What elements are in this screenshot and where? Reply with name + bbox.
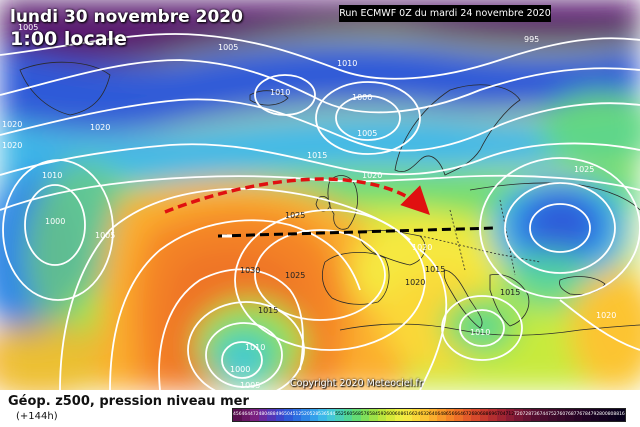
isobar-label: 1015 — [307, 151, 327, 160]
color-scale-cell: 568 — [352, 409, 361, 421]
isobar-label: 1020 — [362, 171, 382, 180]
forecast-date-title: lundi 30 novembre 2020 — [10, 7, 243, 27]
color-scale-cell: 576 — [360, 409, 370, 421]
color-scale-cell: 640 — [428, 409, 438, 421]
isobar-labels: 1005 1010 1010 1005 1000 995 1020 1020 1… — [2, 23, 616, 390]
color-scale-cell: 680 — [471, 409, 480, 421]
isobar-label: 1005 — [240, 381, 260, 390]
color-scale-cell: 584 — [369, 409, 378, 421]
isobar-label: 1020 — [2, 141, 22, 150]
color-scale-cell: 504 — [284, 409, 293, 421]
color-scale-cell: 816 — [616, 409, 625, 421]
isobar-label: 1030 — [240, 266, 260, 275]
color-scale-cell: 520 — [301, 409, 310, 421]
map-legend-title: Géop. z500, pression niveau mer — [8, 394, 249, 409]
copyright-text: Copyright 2020 Meteociel.fr — [290, 378, 423, 389]
color-scale-cell: 720 — [514, 409, 523, 421]
color-scale-cell: 528 — [309, 409, 319, 421]
color-scale-cell: 544 — [326, 409, 336, 421]
color-scale-cell: 648 — [437, 409, 446, 421]
color-scale-cell: 656 — [445, 409, 455, 421]
color-scale-cell: 456 — [233, 409, 242, 421]
isobar-label: 1010 — [245, 343, 265, 352]
color-scale-cell: 536 — [318, 409, 327, 421]
color-scale-cell: 736 — [531, 409, 540, 421]
color-scale-cell: 496 — [275, 409, 285, 421]
color-scale-cell: 672 — [462, 409, 472, 421]
isobar-label: 1015 — [500, 288, 520, 297]
color-scale-cell: 752 — [548, 409, 557, 421]
color-scale-cell: 664 — [454, 409, 463, 421]
color-scale-cell: 616 — [403, 409, 412, 421]
isobar-label: 1005 — [357, 129, 377, 138]
color-scale-cell: 728 — [522, 409, 532, 421]
isobar-label: 1025 — [285, 211, 305, 220]
color-scale-cell: 768 — [565, 409, 574, 421]
isobar-label: 1020 — [596, 311, 616, 320]
color-scale-cell: 808 — [607, 409, 617, 421]
isobar-label: 1005 — [218, 43, 238, 52]
isobar-label: 1010 — [470, 328, 490, 337]
isobar-label: 1015 — [258, 306, 278, 315]
color-scale-cell: 744 — [539, 409, 549, 421]
color-scale-cell: 560 — [343, 409, 353, 421]
isobar-label: 995 — [524, 35, 539, 44]
color-scale-cell: 696 — [488, 409, 497, 421]
isobar-label: 1005 — [18, 23, 38, 32]
color-scale-cell: 512 — [292, 409, 302, 421]
color-scale-cell: 480 — [258, 409, 268, 421]
isobar-label: 1010 — [337, 59, 357, 68]
isobar-label: 1000 — [230, 365, 250, 374]
isobar-label: 1000 — [352, 93, 372, 102]
color-scale-cell: 592 — [377, 409, 387, 421]
isobar-label: 1010 — [42, 171, 62, 180]
weather-map: 1005 1010 1010 1005 1000 995 1020 1020 1… — [0, 0, 640, 390]
color-scale-cell: 488 — [267, 409, 276, 421]
color-scale-cell: 632 — [420, 409, 429, 421]
isobar-label: 1025 — [574, 165, 594, 174]
isobar-label: 1000 — [45, 217, 65, 226]
isobars — [0, 33, 640, 390]
color-scale-legend: 456 464 472 480 488 496 504 512 520 528 536 544 552 5… — [232, 408, 626, 422]
color-scale-cell: 472 — [250, 409, 259, 421]
color-scale-cell: 760 — [556, 409, 566, 421]
color-scale-cell: 792 — [590, 409, 600, 421]
jet-stream-arrow — [164, 177, 430, 215]
isobar-label: 1025 — [285, 271, 305, 280]
color-scale-cell: 712 — [505, 409, 515, 421]
isobar-label: 1020 — [405, 278, 425, 287]
ridge-axis-line — [217, 226, 496, 238]
model-run-info: Run ECMWF 0Z du mardi 24 novembre 2020 — [339, 5, 551, 22]
color-scale-cell: 552 — [335, 409, 344, 421]
isobar-label: 1020 — [412, 243, 432, 252]
isobar-label: 1020 — [2, 120, 22, 129]
z500-color-field — [0, 0, 640, 390]
color-scale-cell: 688 — [479, 409, 489, 421]
color-scale-cell: 784 — [582, 409, 591, 421]
color-scale-cell: 624 — [411, 409, 421, 421]
color-scale-cell: 464 — [241, 409, 251, 421]
color-scale-cell: 704 — [496, 409, 506, 421]
isobar-label: 1010 — [270, 88, 290, 97]
forecast-time-title: 1:00 locale — [10, 28, 127, 50]
color-scale-cell: 776 — [573, 409, 583, 421]
forecast-lead-time: (+144h) — [16, 411, 58, 422]
color-scale-cell: 600 — [386, 409, 395, 421]
isobar-label: 1015 — [425, 265, 445, 274]
isobar-label: 1020 — [90, 123, 110, 132]
geopotential-field: 1005 1010 1010 1005 1000 995 1020 1020 1… — [0, 0, 640, 390]
isobar-label: 1005 — [95, 231, 115, 240]
color-scale-cell: 608 — [394, 409, 404, 421]
color-scale-cell: 800 — [599, 409, 608, 421]
